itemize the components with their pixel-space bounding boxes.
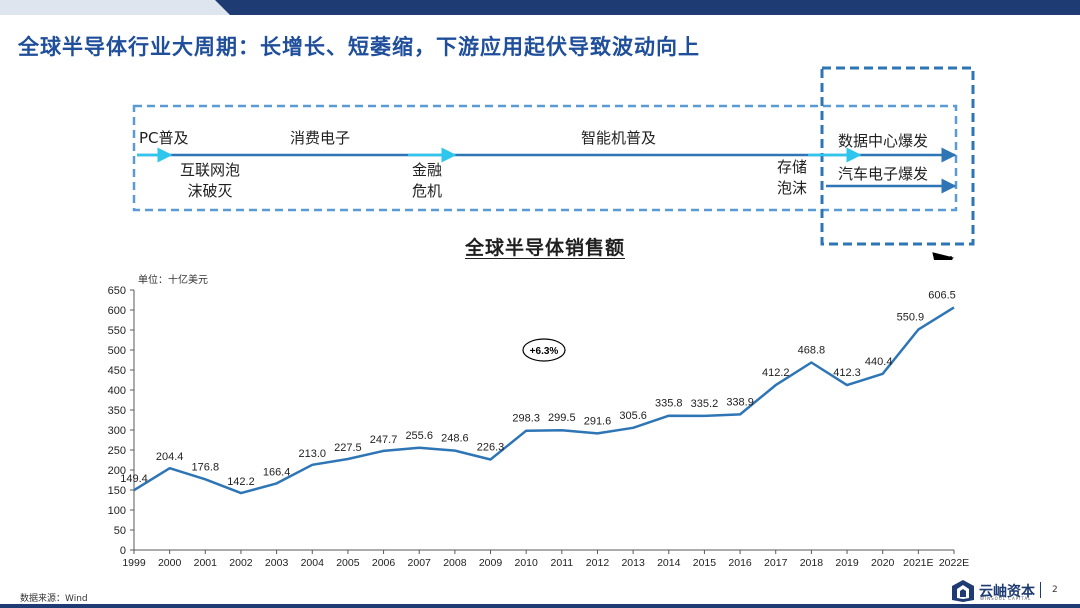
series-line [133,306,955,495]
data-label: 226.3 [477,441,505,453]
y-tick-label: 550 [108,325,126,337]
data-label: 213.0 [298,448,326,460]
label-datacenter: 数据中心爆发 [838,132,929,150]
x-tick-label: 2016 [728,557,752,569]
x-tick-label: 2012 [586,557,610,569]
data-label: 440.4 [865,356,893,368]
data-label: 248.6 [441,433,469,445]
logo-subtext: WINSOUL CAPITAL [980,596,1032,601]
data-source: 数据来源：Wind [20,594,88,604]
data-label: 255.6 [405,430,433,442]
y-tick-label: 650 [108,285,126,297]
y-tick-label: 150 [108,485,126,497]
label-storage-line1: 存储 [777,158,808,176]
x-tick-label: 2019 [835,557,859,569]
y-tick-label: 450 [108,365,126,377]
x-tick-label: 2008 [443,557,467,569]
logo-mark-icon [952,580,974,602]
x-tick-label: 2001 [194,557,218,569]
label-consumer: 消费电子 [290,129,351,147]
label-financial: 金融 危机 [412,160,442,202]
label-storage-line2: 泡沫 [777,179,808,197]
data-label: 298.3 [512,413,540,425]
data-label: 606.5 [928,289,956,301]
data-label: 176.8 [192,461,220,473]
x-tick-label: 1999 [122,557,146,569]
data-label: 227.5 [334,442,362,454]
y-tick-label: 0 [120,545,126,557]
x-tick-label: 2011 [551,557,574,569]
data-label: 305.6 [619,410,647,422]
label-dotcom-line2: 沫破灭 [187,182,233,200]
data-label: 468.8 [798,344,826,356]
page-number: 2 [1052,585,1058,595]
sales-line-chart: 0 50 100 150 200 250 300 350 400 450 500 550 600 650 1… [108,285,970,569]
trend-label-bubble [522,338,566,362]
data-label: 550.9 [897,312,925,324]
chart-title-text: 全球半导体销售额 [464,237,625,259]
y-tick-label: 200 [108,465,126,477]
label-pc: PC普及 [139,129,189,147]
timeline-diagram [132,66,975,260]
label-storage: 存储 泡沫 [777,157,807,199]
data-label: 338.9 [726,396,754,408]
label-financial-line1: 金融 [412,161,443,179]
label-dotcom-line1: 互联网泡 [180,161,241,179]
data-label: 204.4 [156,451,184,463]
data-label: 412.3 [833,367,861,379]
trend-label: +6.3% [530,346,559,357]
label-dotcom: 互联网泡 沫破灭 [180,160,240,202]
x-tick-label: 2013 [621,557,645,569]
label-auto: 汽车电子爆发 [838,165,929,183]
y-tick-label: 100 [108,505,126,517]
data-label: 335.8 [655,398,683,410]
data-label: 412.2 [762,367,790,379]
x-tick-label: 2000 [158,557,182,569]
x-tick-label: 2022E [939,557,969,569]
x-tick-label: 2009 [479,557,503,569]
x-tick-label: 2006 [372,557,396,569]
y-tick-label: 600 [108,305,126,317]
x-tick-label: 2018 [800,557,824,569]
label-smartphone: 智能机普及 [581,129,657,147]
logo-text: 云岫资本 [979,584,1035,600]
data-label: 149.4 [120,473,148,485]
data-label: 299.5 [548,412,576,424]
y-tick-label: 250 [108,445,126,457]
page-title: 全球半导体行业大周期：长增长、短萎缩，下游应用起伏导致波动向上 [18,35,700,59]
data-label: 291.6 [584,415,612,427]
data-label: 247.7 [370,434,398,446]
x-tick-label: 2003 [265,557,289,569]
x-tick-label: 2020 [871,557,895,569]
data-label: 166.4 [263,466,291,478]
y-tick-label: 300 [108,425,126,437]
x-tick-label: 2005 [336,557,360,569]
x-tick-label: 2021E [903,557,933,569]
x-tick-label: 2004 [301,557,325,569]
x-tick-label: 2014 [657,557,681,569]
y-tick-label: 500 [108,345,126,357]
x-tick-label: 2010 [514,557,538,569]
x-tick-label: 2007 [408,557,432,569]
chart-title: 全球半导体销售额 [0,233,1080,260]
x-tick-label: 2002 [229,557,253,569]
x-tick-label: 2015 [693,557,717,569]
top-banner [0,0,1080,15]
chart-unit: 单位：十亿美元 [138,275,208,286]
label-financial-line2: 危机 [412,182,443,200]
x-tick-label: 2017 [764,557,788,569]
y-tick-label: 50 [114,525,126,537]
data-label: 142.2 [227,476,255,488]
y-tick-label: 400 [108,385,126,397]
bottom-bar [0,604,1080,608]
company-logo: 云岫资本 WINSOUL CAPITAL [951,578,1035,604]
y-tick-label: 350 [108,405,126,417]
footer-divider [1040,582,1041,598]
data-label: 335.2 [691,398,719,410]
